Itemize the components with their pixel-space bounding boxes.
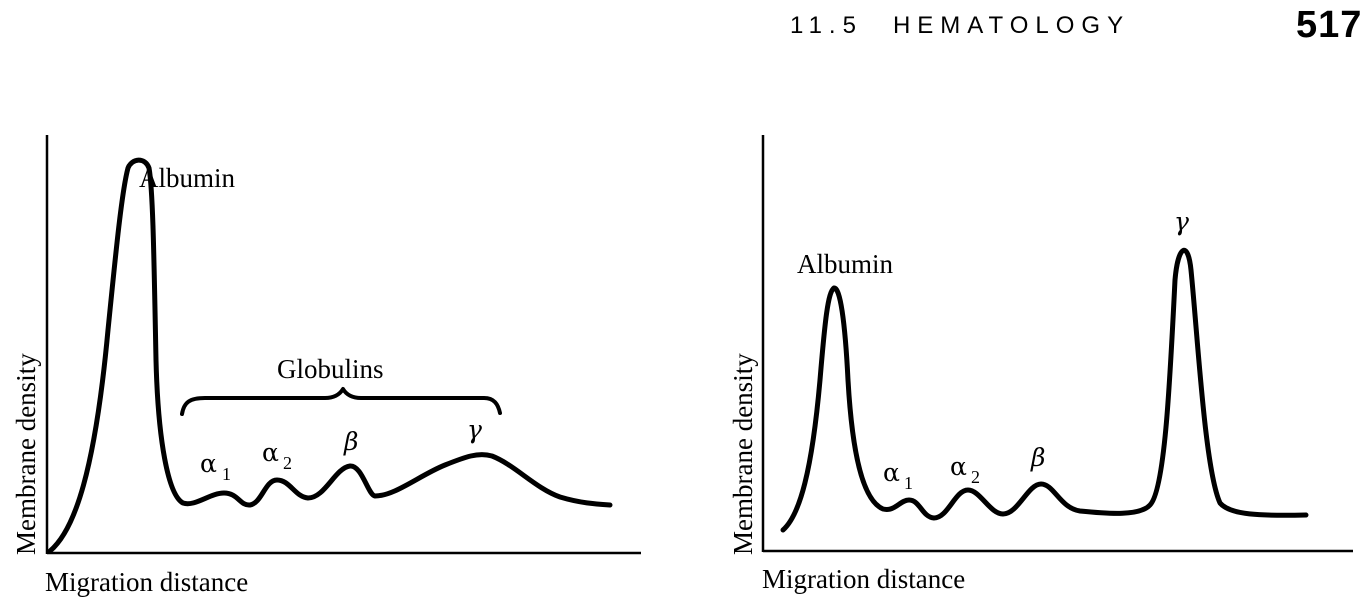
- x-axis-label: Migration distance: [45, 567, 248, 597]
- alpha1-subscript: 1: [222, 464, 231, 484]
- alpha2-label: α: [950, 452, 967, 481]
- chart-left: Membrane density Migration distance Albu…: [11, 135, 641, 597]
- alpha2-subscript: 2: [971, 467, 980, 487]
- density-curve: [780, 247, 1309, 533]
- y-axis-label: Membrane density: [728, 353, 758, 555]
- alpha1-subscript: 1: [904, 473, 913, 493]
- globulins-brace: [180, 387, 502, 416]
- globulins-label: Globulins: [277, 354, 384, 384]
- page-number: 517: [1296, 4, 1363, 46]
- gamma-label: γ: [467, 415, 482, 444]
- alpha2-subscript: 2: [283, 453, 292, 473]
- gamma-label: γ: [1174, 207, 1189, 236]
- density-curve: [47, 157, 613, 554]
- alpha2-label: α: [262, 438, 279, 467]
- x-axis-label: Migration distance: [762, 564, 965, 594]
- chapter-title: HEMATOLOGY: [892, 12, 1131, 39]
- albumin-label: Albumin: [797, 249, 894, 279]
- beta-label: β: [343, 427, 358, 456]
- y-axis-label: Membrane density: [11, 353, 41, 555]
- chart-right: Membrane density Migration distance Albu…: [728, 135, 1353, 594]
- albumin-label: Albumin: [139, 163, 236, 193]
- section-number: 11.5: [790, 12, 863, 39]
- alpha1-label: α: [200, 449, 217, 478]
- running-head: 11.5 HEMATOLOGY: [790, 12, 1130, 40]
- beta-label: β: [1030, 443, 1045, 472]
- alpha1-label: α: [883, 458, 900, 487]
